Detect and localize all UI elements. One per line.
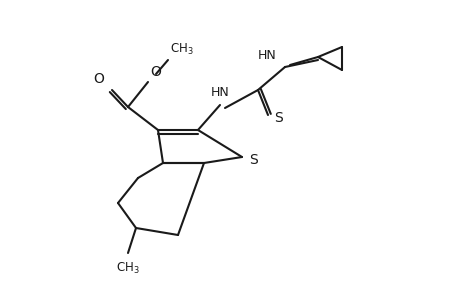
Text: O: O: [93, 72, 104, 86]
Text: HN: HN: [210, 86, 229, 99]
Text: CH$_3$: CH$_3$: [116, 261, 140, 276]
Text: CH$_3$: CH$_3$: [170, 42, 193, 57]
Text: HN: HN: [257, 49, 276, 62]
Text: O: O: [150, 65, 161, 79]
Text: S: S: [248, 153, 257, 167]
Text: S: S: [274, 111, 282, 125]
